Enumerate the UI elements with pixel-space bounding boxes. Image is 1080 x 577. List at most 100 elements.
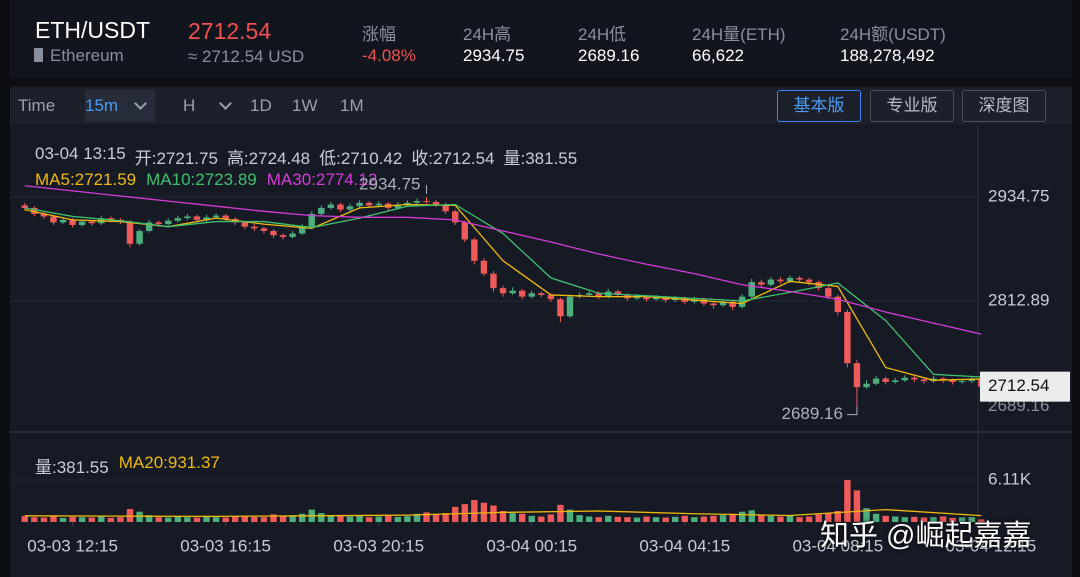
candle-body (471, 239, 478, 261)
interval-button[interactable]: 1W (292, 96, 318, 115)
candle-body (31, 207, 38, 214)
ma-line (24, 203, 982, 378)
volume-bar (59, 517, 67, 522)
volume-bar (452, 506, 459, 522)
legend-entry: 量:381.55 (35, 458, 109, 477)
candle-body (365, 202, 373, 206)
volume-bar (557, 504, 564, 522)
volume-bar (232, 516, 239, 522)
volume-bar (327, 515, 335, 522)
candle-body (78, 221, 86, 225)
candle-body (136, 230, 143, 244)
interval-button[interactable]: 15m (85, 90, 155, 122)
candle-body (633, 296, 641, 299)
volume-bar (882, 515, 889, 522)
volume-bar (681, 515, 688, 522)
candle-body (423, 201, 430, 203)
candle-body (729, 301, 736, 307)
view-button[interactable]: 专业版 (870, 90, 954, 122)
interval-button[interactable]: H (183, 96, 196, 115)
volume-bar (719, 515, 727, 522)
interval-button[interactable]: 1M (340, 96, 364, 115)
price-box (980, 371, 1070, 402)
price-usd: ≈ 2712.54 USD (188, 47, 305, 66)
candle-body (786, 277, 794, 282)
volume-bar (509, 513, 516, 522)
volume-bar (222, 517, 229, 522)
volume-bar (31, 517, 38, 522)
volume-bar (930, 517, 937, 522)
candle-body (308, 213, 315, 227)
volume-bar (298, 513, 306, 522)
candle-body (595, 293, 602, 297)
candle-body (155, 222, 162, 225)
interval-button[interactable]: Time (18, 96, 56, 115)
volume-bar (165, 517, 172, 522)
volume-bar (279, 515, 287, 522)
ohlc-field: 03-04 13:15 (35, 144, 126, 163)
volume-bar (212, 517, 220, 522)
ohlc-field: 开:2721.75 (134, 149, 218, 168)
candle-body (844, 312, 851, 364)
candle-body (107, 218, 115, 220)
volume-bar (672, 516, 679, 522)
candle-body (174, 218, 182, 221)
candle-body (681, 298, 688, 302)
volume-bar (538, 516, 545, 522)
x-tick-label: 03-04 04:15 (639, 536, 730, 555)
volume-bar (21, 515, 28, 522)
volume-bar (193, 517, 201, 522)
candle-body (21, 205, 28, 208)
volume-bar (729, 513, 736, 522)
volume-bar (78, 517, 86, 522)
candle-body (662, 297, 669, 301)
candle-body (958, 381, 966, 383)
volume-bar (528, 515, 535, 522)
volume-bar (566, 509, 574, 522)
candle-body (719, 301, 727, 306)
ohlc-field: 量:381.55 (503, 149, 578, 168)
candle-body (710, 303, 717, 306)
legend-entry: MA30:2774.12 (266, 170, 378, 189)
volume-bar (40, 517, 48, 522)
volume-bar (652, 517, 660, 522)
volume-bar (844, 480, 851, 522)
candle-body (145, 222, 153, 231)
candle-body (356, 202, 363, 207)
y-tick-label: 2934.75 (988, 187, 1049, 206)
y-tick-label: 2812.89 (988, 291, 1049, 310)
stat-label: 24H高 (463, 25, 512, 44)
candle-body (863, 383, 870, 388)
volume-bar (174, 516, 182, 522)
y-tick-label: 6.11K (988, 469, 1032, 488)
volume-bar (471, 500, 478, 522)
interval-button[interactable]: 1D (250, 96, 272, 115)
x-tick-label: 03-03 20:15 (333, 536, 424, 555)
candle-body (251, 226, 258, 229)
volume-bar (777, 516, 784, 522)
candle-body (241, 222, 248, 227)
volume-bar (117, 517, 124, 522)
stat-value: 66,622 (692, 46, 744, 65)
asset-name: Ethereum (34, 46, 124, 66)
candle-body (528, 293, 535, 297)
volume-bar (126, 508, 134, 522)
volume-bar (289, 515, 296, 522)
candle-body (518, 290, 526, 297)
view-button[interactable]: 基本版 (777, 90, 861, 122)
high-annotation: 2934.75 (359, 175, 420, 194)
candle-body (394, 204, 402, 208)
volume-bar (270, 514, 277, 522)
toolbar: Time 15m H 1D 1W 1M 基本版 专业版 深度图 (10, 88, 1072, 124)
view-button[interactable]: 深度图 (962, 90, 1046, 122)
candle-body (480, 260, 488, 274)
volume-bar (365, 517, 373, 522)
volume-bar (901, 517, 908, 522)
candle-body (346, 206, 354, 210)
volume-bar (145, 515, 153, 522)
volume-bar (585, 516, 593, 522)
volume-bar (50, 516, 57, 522)
candle-body (327, 204, 335, 208)
